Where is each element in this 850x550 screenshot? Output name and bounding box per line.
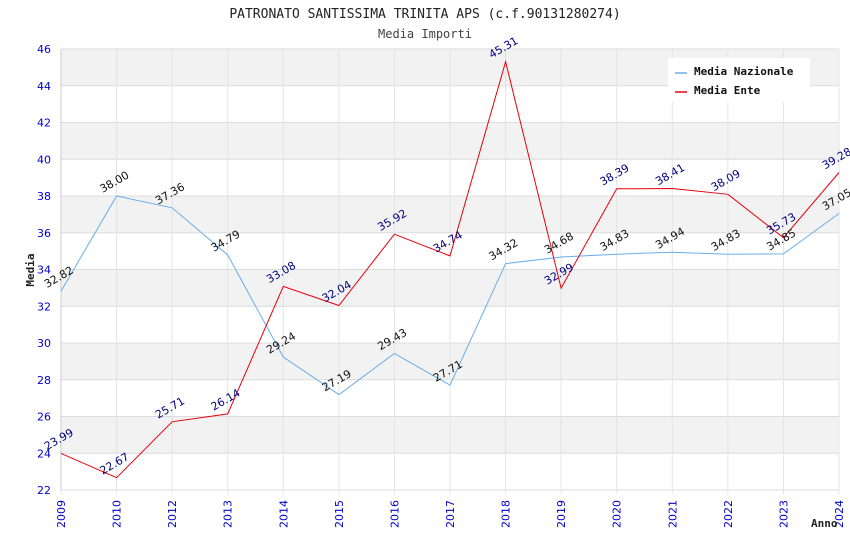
y-tick-label: 36: [37, 227, 51, 240]
x-tick-label: 2018: [500, 500, 513, 528]
x-tick-label: 2024: [833, 500, 846, 528]
x-axis: 2009 2010 2012 2013 2014 2015 2016 2017 2018 2019…: [55, 500, 846, 528]
y-tick-label: 42: [37, 117, 51, 130]
y-tick-label: 46: [37, 43, 51, 56]
x-axis-label: Anno: [811, 517, 838, 530]
x-tick-label: 2010: [111, 500, 124, 528]
y-tick-label: 26: [37, 411, 51, 424]
y-tick-label: 24: [37, 447, 51, 460]
x-tick-label: 2019: [555, 500, 568, 528]
y-axis-label: Media: [24, 253, 37, 286]
legend: Media Nazionale Media Ente: [668, 58, 810, 102]
x-tick-label: 2017: [444, 500, 457, 528]
x-tick-label: 2023: [777, 500, 790, 528]
chart-title: PATRONATO SANTISSIMA TRINITA APS (c.f.90…: [229, 7, 620, 22]
x-tick-label: 2016: [388, 500, 401, 528]
series-line-ente: [60, 59, 840, 479]
x-tick-label: 2015: [333, 500, 346, 528]
y-tick-label: 44: [37, 80, 51, 93]
x-tick-label: 2020: [611, 500, 624, 528]
x-tick-label: 2009: [55, 500, 68, 528]
series-lines: [60, 59, 840, 479]
x-tick-label: 2021: [666, 500, 679, 528]
y-tick-label: 40: [37, 153, 51, 166]
x-tick-label: 2012: [166, 500, 179, 528]
chart-subtitle: Media Importi: [378, 27, 472, 41]
y-tick-label: 34: [37, 264, 51, 277]
y-axis: 22 24 26 28 30 32 34 36 38 40 42 44 46: [37, 43, 51, 497]
legend-label-nazionale: Media Nazionale: [694, 65, 794, 78]
x-tick-label: 2022: [722, 500, 735, 528]
legend-box: [668, 58, 810, 102]
series-line-nazionale: [60, 195, 840, 396]
y-tick-label: 30: [37, 337, 51, 350]
y-tick-label: 32: [37, 300, 51, 313]
y-tick-label: 28: [37, 374, 51, 387]
gridlines: [60, 48, 840, 494]
x-tick-label: 2014: [277, 500, 290, 528]
y-tick-label: 38: [37, 190, 51, 203]
y-tick-label: 22: [37, 484, 51, 497]
x-tick-label: 2013: [222, 500, 235, 528]
legend-label-ente: Media Ente: [694, 84, 761, 97]
